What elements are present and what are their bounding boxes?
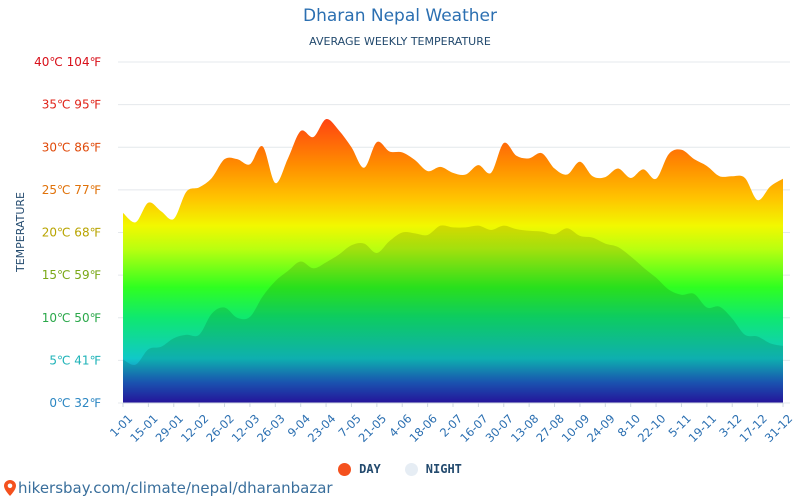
legend-item-night[interactable]: NIGHT bbox=[404, 462, 462, 476]
legend-item-day[interactable]: DAY bbox=[338, 462, 381, 476]
y-tick-label: 20℃ 68℉ bbox=[42, 226, 101, 240]
x-tick-label: 23-04 bbox=[305, 411, 339, 445]
source-link[interactable]: hikersbay.com/climate/nepal/dharanbazar bbox=[4, 479, 333, 497]
x-tick-label: 15-01 bbox=[127, 411, 161, 445]
y-tick-label: 30℃ 86℉ bbox=[42, 140, 101, 154]
x-tick-label: 10-09 bbox=[559, 411, 593, 445]
x-tick-label: 12-03 bbox=[229, 411, 263, 445]
y-tick-label: 25℃ 77℉ bbox=[42, 183, 101, 197]
legend: DAY NIGHT bbox=[0, 462, 800, 476]
night-temperature-area bbox=[123, 225, 783, 403]
x-axis-ticks: 1-0115-0129-0112-0226-0212-0326-039-0423… bbox=[107, 403, 795, 445]
x-tick-label: 29-01 bbox=[153, 411, 187, 445]
night-shade-overlay bbox=[123, 225, 783, 403]
x-tick-label: 13-08 bbox=[508, 411, 542, 445]
x-tick-label: 19-11 bbox=[686, 411, 720, 445]
source-url: hikersbay.com/climate/nepal/dharanbazar bbox=[18, 479, 333, 497]
x-tick-label: 12-02 bbox=[178, 411, 212, 445]
x-tick-label: 22-10 bbox=[635, 411, 669, 445]
legend-label-night: NIGHT bbox=[425, 462, 462, 476]
y-tick-label: 40℃ 104℉ bbox=[34, 55, 101, 69]
x-tick-label: 16-07 bbox=[457, 411, 491, 445]
y-tick-label: 5℃ 41℉ bbox=[49, 353, 101, 367]
x-tick-label: 30-07 bbox=[483, 411, 517, 445]
chart-subtitle: AVERAGE WEEKLY TEMPERATURE bbox=[309, 35, 491, 48]
x-tick-label: 26-02 bbox=[203, 411, 237, 445]
x-tick-label: 17-12 bbox=[736, 411, 770, 445]
y-tick-label: 10℃ 50℉ bbox=[42, 311, 101, 325]
y-tick-label: 35℃ 95℉ bbox=[42, 98, 101, 112]
day-legend-dot-icon bbox=[338, 462, 352, 476]
chart-area: 0℃ 32℉ 5℃ 41℉ 10℃ 50℉ 15℃ 59℉ 20℃ 68℉ 25℃ 77℉… bbox=[14, 55, 795, 445]
x-tick-label: 18-06 bbox=[406, 411, 440, 445]
y-tick-label: 0℃ 32℉ bbox=[49, 396, 101, 410]
x-tick-label: 21-05 bbox=[356, 411, 390, 445]
night-legend-dot-icon bbox=[404, 462, 418, 476]
location-pin-icon bbox=[4, 480, 16, 496]
x-tick-label: 27-08 bbox=[533, 411, 567, 445]
y-axis-title: TEMPERATURE bbox=[14, 192, 27, 273]
y-tick-label: 15℃ 59℉ bbox=[42, 268, 101, 282]
chart-title: Dharan Nepal Weather bbox=[303, 6, 497, 26]
y-axis-ticks: 0℃ 32℉ 5℃ 41℉ 10℃ 50℉ 15℃ 59℉ 20℃ 68℉ 25℃ 77℉… bbox=[34, 55, 101, 410]
x-tick-label: 31-12 bbox=[762, 411, 796, 445]
legend-label-day: DAY bbox=[359, 462, 381, 476]
x-tick-label: 26-03 bbox=[254, 411, 288, 445]
x-tick-label: 24-09 bbox=[584, 411, 618, 445]
